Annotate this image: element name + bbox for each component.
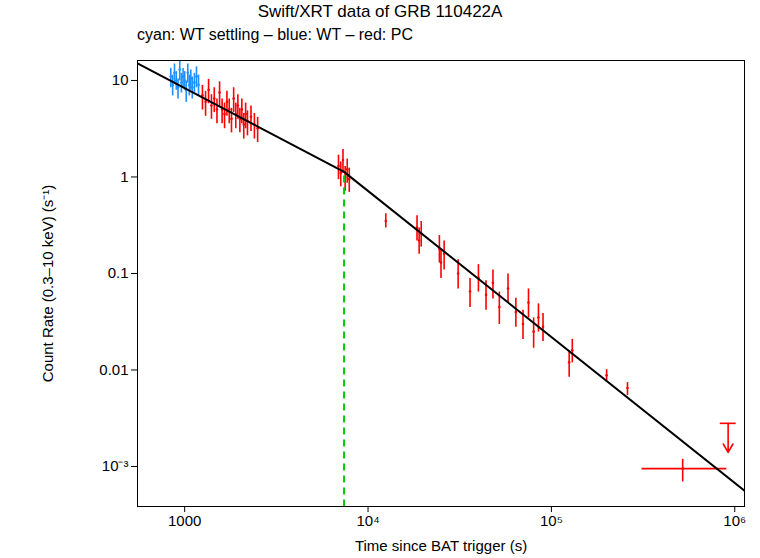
svg-text:10⁶: 10⁶ bbox=[723, 512, 746, 529]
svg-text:10⁴: 10⁴ bbox=[356, 512, 379, 529]
svg-text:10⁵: 10⁵ bbox=[540, 512, 563, 529]
svg-text:10: 10 bbox=[112, 71, 129, 88]
svg-text:1: 1 bbox=[120, 168, 128, 185]
html-text:cyan: WT settling – blue: WT –: cyan: WT settling – blue: WT – red: PC bbox=[137, 26, 413, 43]
svg-text:10⁻³: 10⁻³ bbox=[102, 457, 129, 474]
svg-text:0.01: 0.01 bbox=[99, 361, 128, 378]
svg-text:1000: 1000 bbox=[168, 512, 201, 529]
svg-text:Count Rate (0.3–10 keV) (s⁻¹): Count Rate (0.3–10 keV) (s⁻¹) bbox=[39, 185, 56, 383]
svg-text:0.1: 0.1 bbox=[108, 264, 129, 281]
svg-text:Time since BAT trigger (s): Time since BAT trigger (s) bbox=[355, 537, 527, 554]
html-text:Swift/XRT data of GRB 110422A: Swift/XRT data of GRB 110422A bbox=[257, 2, 503, 21]
